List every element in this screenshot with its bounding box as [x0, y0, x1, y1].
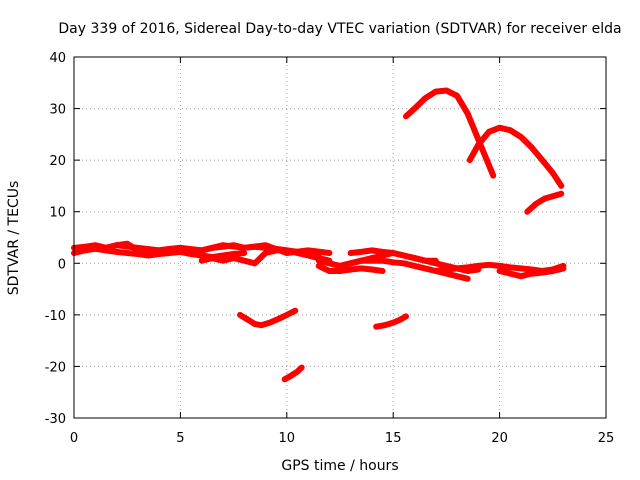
- x-tick-label: 25: [598, 431, 615, 446]
- data-series: [71, 87, 567, 383]
- plot-frame: [73, 56, 607, 419]
- series-line-sat-d: [198, 247, 333, 267]
- y-tick-label: -20: [45, 360, 66, 375]
- x-tick-label: 15: [385, 431, 402, 446]
- x-tick-label: 0: [70, 431, 78, 446]
- x-tick-label: 20: [491, 431, 508, 446]
- x-tick-label: 10: [279, 431, 296, 446]
- series-line-sat-m: [373, 313, 409, 330]
- x-axis-label: GPS time / hours: [281, 458, 398, 474]
- x-tick-label: 5: [176, 431, 184, 446]
- series-line-sat-n: [403, 87, 497, 179]
- axis-ticks: 0 5 10 15 20 25 -30 -20 -10 0 10 20 30 40: [45, 51, 615, 446]
- series-line-sat-p: [524, 190, 565, 215]
- series-line-sat-f: [315, 262, 386, 274]
- chart-title: Day 339 of 2016, Sidereal Day-to-day VTE…: [58, 21, 621, 37]
- series-line-sat-l: [281, 364, 305, 383]
- y-tick-label: -10: [45, 309, 66, 324]
- y-tick-label: 10: [49, 206, 66, 221]
- y-tick-label: 40: [49, 51, 66, 66]
- series-line-sat-g: [337, 257, 471, 282]
- y-tick-label: 0: [58, 257, 66, 272]
- series-line-sat-o: [466, 124, 565, 189]
- series-line-sat-j: [496, 265, 567, 280]
- y-tick-label: 30: [49, 103, 66, 118]
- y-tick-label: -30: [45, 412, 66, 427]
- y-axis-label: SDTVAR / TECUs: [6, 181, 22, 296]
- y-tick-label: 20: [49, 154, 66, 169]
- series-line-sat-k: [237, 307, 299, 329]
- grid: [74, 57, 606, 418]
